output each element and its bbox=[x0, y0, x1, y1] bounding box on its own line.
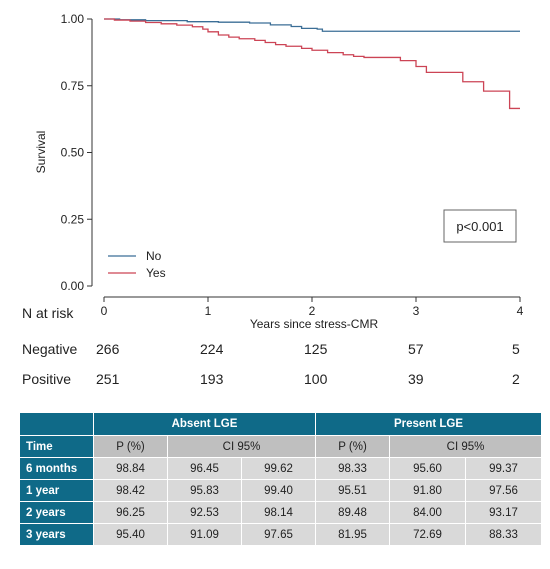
risk-value: 100 bbox=[304, 371, 328, 387]
y-tick-label: 0.00 bbox=[61, 279, 85, 293]
p-value-box bbox=[443, 209, 517, 243]
y-tick-label: 0.25 bbox=[61, 212, 85, 226]
summary-table: Absent LGE Present LGE Time P (%) CI 95%… bbox=[19, 412, 543, 546]
sub-header-ci: CI 95% bbox=[389, 435, 543, 458]
risk-row-positive: Positive 251 193 100 39 2 bbox=[0, 371, 550, 391]
cell-absent-ci-high: 97.65 bbox=[240, 523, 317, 546]
y-axis-label: Survival bbox=[34, 131, 48, 174]
risk-value: 266 bbox=[96, 341, 120, 357]
sub-header-ci: CI 95% bbox=[166, 435, 317, 458]
cell-present-ci-high: 99.37 bbox=[465, 457, 543, 480]
series-line-no bbox=[104, 18, 520, 32]
x-tick-label: 4 bbox=[517, 304, 524, 318]
cell-absent-ci-high: 99.40 bbox=[240, 479, 317, 502]
cell-present-ci-high: 93.17 bbox=[465, 501, 543, 524]
cell-present-ci-low: 84.00 bbox=[389, 501, 467, 524]
table-row: 6 months 98.84 96.45 99.62 98.33 95.60 9… bbox=[19, 457, 543, 480]
cell-present-p: 98.33 bbox=[315, 457, 391, 480]
x-tick-label: 0 bbox=[101, 304, 108, 318]
sub-header-p: P (%) bbox=[315, 435, 391, 458]
risk-value: 39 bbox=[408, 371, 424, 387]
cell-absent-p: 98.84 bbox=[93, 457, 168, 480]
cell-present-p: 95.51 bbox=[315, 479, 391, 502]
x-tick-label: 2 bbox=[309, 304, 316, 318]
cell-present-ci-low: 95.60 bbox=[389, 457, 467, 480]
risk-value: 251 bbox=[96, 371, 120, 387]
cell-absent-ci-high: 98.14 bbox=[240, 501, 317, 524]
table-row: 3 years 95.40 91.09 97.65 81.95 72.69 88… bbox=[19, 523, 543, 546]
cell-absent-p: 96.25 bbox=[93, 501, 168, 524]
cell-absent-p: 98.42 bbox=[93, 479, 168, 502]
y-tick-label: 1.00 bbox=[61, 12, 85, 26]
chart-axes: 0.00 0.25 0.50 0.75 1.00 0 1 2 3 4 bbox=[61, 12, 524, 318]
table-row: 1 year 98.42 95.83 99.40 95.51 91.80 97.… bbox=[19, 479, 543, 502]
cell-absent-ci-low: 92.53 bbox=[167, 501, 242, 524]
group-header-absent: Absent LGE bbox=[92, 412, 317, 436]
x-tick-label: 3 bbox=[413, 304, 420, 318]
legend-label-no: No bbox=[146, 249, 162, 263]
risk-row-label: Negative bbox=[22, 341, 78, 357]
cell-present-ci-high: 88.33 bbox=[465, 523, 543, 546]
summary-corner bbox=[19, 412, 94, 436]
chart-series bbox=[104, 18, 520, 110]
km-chart: 0.00 0.25 0.50 0.75 1.00 0 1 2 3 4 Survival Years… bbox=[34, 12, 524, 330]
row-time: 6 months bbox=[19, 457, 94, 480]
legend: No Yes bbox=[108, 249, 166, 280]
group-header-present: Present LGE bbox=[315, 412, 543, 436]
legend-label-yes: Yes bbox=[146, 266, 166, 280]
risk-value: 5 bbox=[512, 341, 520, 357]
cell-present-ci-low: 91.80 bbox=[389, 479, 467, 502]
table-row: 2 years 96.25 92.53 98.14 89.48 84.00 93… bbox=[19, 501, 543, 524]
row-time: 3 years bbox=[19, 523, 94, 546]
p-value-label: p<0.001 bbox=[456, 219, 503, 234]
cell-absent-ci-low: 96.45 bbox=[167, 457, 242, 480]
y-tick-label: 0.50 bbox=[61, 146, 85, 160]
cell-absent-ci-high: 99.62 bbox=[240, 457, 317, 480]
cell-absent-ci-low: 91.09 bbox=[167, 523, 242, 546]
cell-present-ci-high: 97.56 bbox=[465, 479, 543, 502]
cell-present-p: 89.48 bbox=[315, 501, 391, 524]
summary-group-header: Absent LGE Present LGE bbox=[19, 412, 543, 436]
x-axis-label: Years since stress-CMR bbox=[250, 317, 379, 330]
row-time: 2 years bbox=[19, 501, 94, 524]
row-time: 1 year bbox=[19, 479, 94, 502]
sub-header-p: P (%) bbox=[93, 435, 168, 458]
risk-value: 224 bbox=[200, 341, 224, 357]
risk-value: 125 bbox=[304, 341, 328, 357]
y-tick-label: 0.75 bbox=[61, 79, 85, 93]
series-line-yes bbox=[104, 18, 520, 110]
cell-absent-ci-low: 95.83 bbox=[167, 479, 242, 502]
risk-value: 57 bbox=[408, 341, 424, 357]
risk-row-negative: Negative 266 224 125 57 5 bbox=[0, 341, 550, 361]
time-header: Time bbox=[19, 435, 94, 458]
cell-absent-p: 95.40 bbox=[93, 523, 168, 546]
risk-table-title: N at risk bbox=[22, 305, 74, 321]
risk-value: 193 bbox=[200, 371, 224, 387]
cell-present-p: 81.95 bbox=[315, 523, 391, 546]
risk-row-label: Positive bbox=[22, 371, 72, 387]
summary-sub-header: Time P (%) CI 95% P (%) CI 95% bbox=[19, 435, 543, 458]
x-tick-label: 1 bbox=[205, 304, 212, 318]
cell-present-ci-low: 72.69 bbox=[389, 523, 467, 546]
risk-value: 2 bbox=[512, 371, 520, 387]
